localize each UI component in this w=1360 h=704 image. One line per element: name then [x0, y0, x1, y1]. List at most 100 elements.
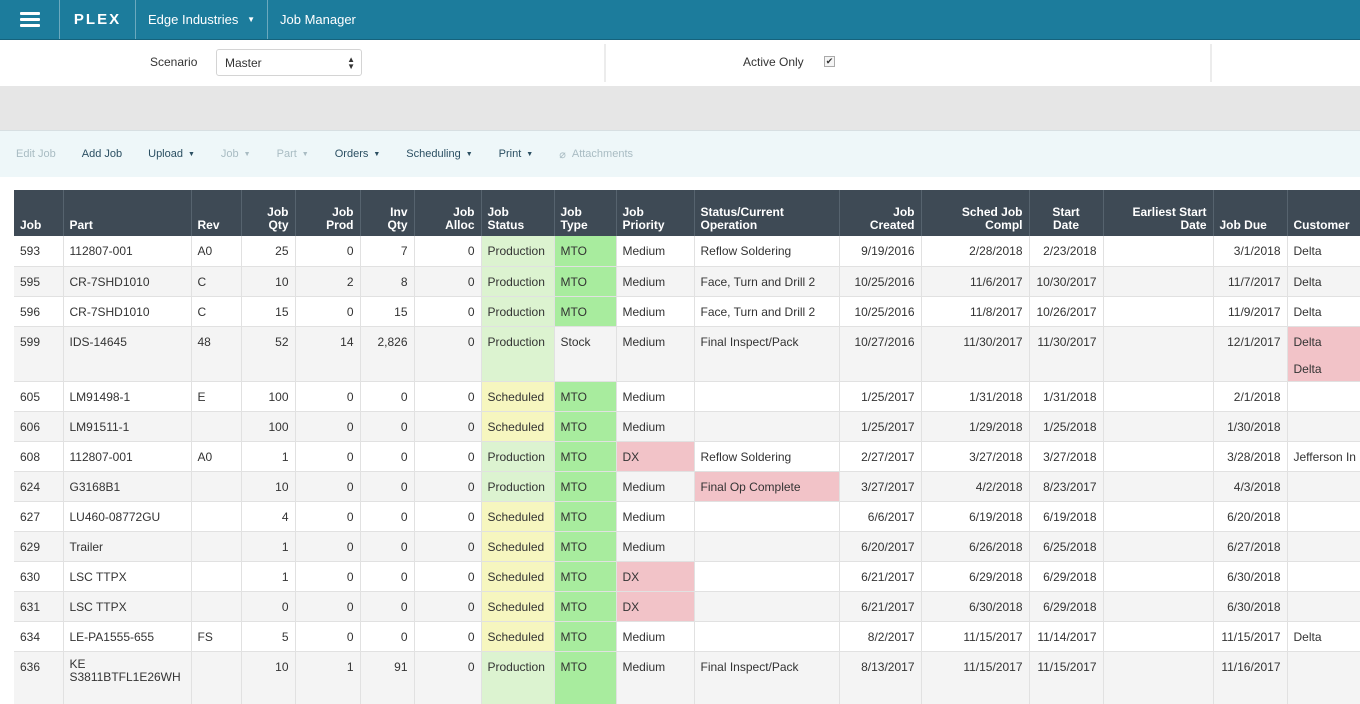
scenario-select[interactable]: Master ▲ ▼ — [216, 49, 362, 76]
print-menu[interactable]: Print ▼ — [499, 148, 534, 160]
cell-inv[interactable]: 0 — [360, 501, 415, 532]
cell-created[interactable]: 8/2/2017 — [839, 621, 922, 652]
cell-earliest[interactable] — [1103, 326, 1214, 382]
table-row[interactable]: 599 IDS-14645 48 52 14 2,826 0 Production Stock M… — [14, 326, 1360, 382]
cell-inv[interactable]: 0 — [360, 471, 415, 502]
cell-inv[interactable]: 7 — [360, 236, 415, 267]
cell-earliest[interactable] — [1103, 651, 1214, 704]
cell-type[interactable]: MTO — [554, 501, 617, 532]
cell-due[interactable]: 1/30/2018 — [1213, 411, 1288, 442]
cell-rev[interactable] — [191, 651, 242, 704]
cell-qty[interactable]: 0 — [241, 591, 296, 622]
cell-start[interactable]: 6/29/2018 — [1029, 591, 1104, 622]
cell-status[interactable]: Scheduled — [481, 561, 555, 592]
cell-status[interactable]: Production — [481, 651, 555, 704]
part-menu[interactable]: Part ▼ — [277, 148, 309, 160]
cell-status[interactable]: Scheduled — [481, 621, 555, 652]
cell-status[interactable]: Production — [481, 266, 555, 297]
cell-customer[interactable] — [1287, 591, 1360, 622]
cell-start[interactable]: 6/29/2018 — [1029, 561, 1104, 592]
cell-prod[interactable]: 0 — [295, 441, 361, 472]
orders-menu[interactable]: Orders ▼ — [335, 148, 381, 160]
cell-priority[interactable]: Medium — [616, 471, 695, 502]
cell-earliest[interactable] — [1103, 266, 1214, 297]
col-header-job-status[interactable]: Job Status — [481, 190, 555, 236]
cell-due[interactable]: 3/28/2018 — [1213, 441, 1288, 472]
cell-due[interactable]: 11/7/2017 — [1213, 266, 1288, 297]
cell-created[interactable]: 6/20/2017 — [839, 531, 922, 562]
cell-created[interactable]: 8/13/2017 — [839, 651, 922, 704]
cell-start[interactable]: 3/27/2018 — [1029, 441, 1104, 472]
cell-rev[interactable]: FS — [191, 621, 242, 652]
cell-status[interactable]: Scheduled — [481, 501, 555, 532]
cell-priority[interactable]: Medium — [616, 236, 695, 267]
cell-type[interactable]: MTO — [554, 531, 617, 562]
cell-due[interactable]: 6/30/2018 — [1213, 591, 1288, 622]
cell-customer[interactable]: Delta — [1287, 621, 1360, 652]
cell-earliest[interactable] — [1103, 236, 1214, 267]
cell-status[interactable]: Scheduled — [481, 531, 555, 562]
cell-qty[interactable]: 10 — [241, 651, 296, 704]
cell-op[interactable]: Reflow Soldering — [694, 441, 840, 472]
cell-compl[interactable]: 11/15/2017 — [921, 651, 1030, 704]
cell-earliest[interactable] — [1103, 296, 1214, 327]
cell-inv[interactable]: 8 — [360, 266, 415, 297]
cell-qty[interactable]: 10 — [241, 471, 296, 502]
cell-start[interactable]: 8/23/2017 — [1029, 471, 1104, 502]
cell-op[interactable]: Final Inspect/Pack — [694, 326, 840, 382]
cell-compl[interactable]: 2/28/2018 — [921, 236, 1030, 267]
cell-earliest[interactable] — [1103, 441, 1214, 472]
cell-qty[interactable]: 100 — [241, 381, 296, 412]
cell-created[interactable]: 2/27/2017 — [839, 441, 922, 472]
hamburger-menu-button[interactable] — [0, 0, 60, 39]
cell-due[interactable]: 6/20/2018 — [1213, 501, 1288, 532]
cell-start[interactable]: 6/19/2018 — [1029, 501, 1104, 532]
cell-inv[interactable]: 0 — [360, 441, 415, 472]
cell-due[interactable]: 6/30/2018 — [1213, 561, 1288, 592]
cell-part[interactable]: CR-7SHD1010 — [63, 296, 192, 327]
cell-part[interactable]: KE S3811BTFL1E26WH — [63, 651, 192, 704]
cell-rev[interactable]: A0 — [191, 236, 242, 267]
cell-rev[interactable]: C — [191, 296, 242, 327]
cell-alloc[interactable]: 0 — [414, 651, 482, 704]
col-header-customer[interactable]: Customer — [1287, 190, 1360, 236]
cell-inv[interactable]: 0 — [360, 561, 415, 592]
cell-earliest[interactable] — [1103, 471, 1214, 502]
cell-job[interactable]: 599 — [14, 326, 64, 382]
cell-compl[interactable]: 4/2/2018 — [921, 471, 1030, 502]
job-menu[interactable]: Job ▼ — [221, 148, 251, 160]
cell-job[interactable]: 631 — [14, 591, 64, 622]
cell-job[interactable]: 605 — [14, 381, 64, 412]
cell-op[interactable] — [694, 381, 840, 412]
cell-part[interactable]: LSC TTPX — [63, 561, 192, 592]
cell-customer[interactable] — [1287, 531, 1360, 562]
cell-op[interactable] — [694, 501, 840, 532]
cell-customer[interactable] — [1287, 501, 1360, 532]
cell-start[interactable]: 2/23/2018 — [1029, 236, 1104, 267]
cell-earliest[interactable] — [1103, 411, 1214, 442]
cell-inv[interactable]: 91 — [360, 651, 415, 704]
cell-alloc[interactable]: 0 — [414, 561, 482, 592]
cell-rev[interactable] — [191, 591, 242, 622]
cell-start[interactable]: 11/30/2017 — [1029, 326, 1104, 382]
cell-alloc[interactable]: 0 — [414, 501, 482, 532]
cell-inv[interactable]: 0 — [360, 381, 415, 412]
cell-type[interactable]: MTO — [554, 441, 617, 472]
cell-qty[interactable]: 52 — [241, 326, 296, 382]
cell-job[interactable]: 593 — [14, 236, 64, 267]
cell-op[interactable]: Face, Turn and Drill 2 — [694, 266, 840, 297]
cell-prod[interactable]: 0 — [295, 531, 361, 562]
cell-start[interactable]: 1/31/2018 — [1029, 381, 1104, 412]
table-row[interactable]: 630 LSC TTPX 1 0 0 0 Scheduled MTO DX 6/21/2017 6/… — [14, 561, 1360, 592]
cell-op[interactable]: Final Inspect/Pack — [694, 651, 840, 704]
cell-earliest[interactable] — [1103, 381, 1214, 412]
cell-prod[interactable]: 0 — [295, 501, 361, 532]
cell-alloc[interactable]: 0 — [414, 591, 482, 622]
cell-prod[interactable]: 14 — [295, 326, 361, 382]
cell-earliest[interactable] — [1103, 591, 1214, 622]
cell-priority[interactable]: Medium — [616, 651, 695, 704]
col-header-inv-qty[interactable]: Inv Qty — [360, 190, 415, 236]
col-header-rev[interactable]: Rev — [191, 190, 242, 236]
cell-rev[interactable] — [191, 531, 242, 562]
col-header-sched-compl[interactable]: Sched Job Compl — [921, 190, 1030, 236]
